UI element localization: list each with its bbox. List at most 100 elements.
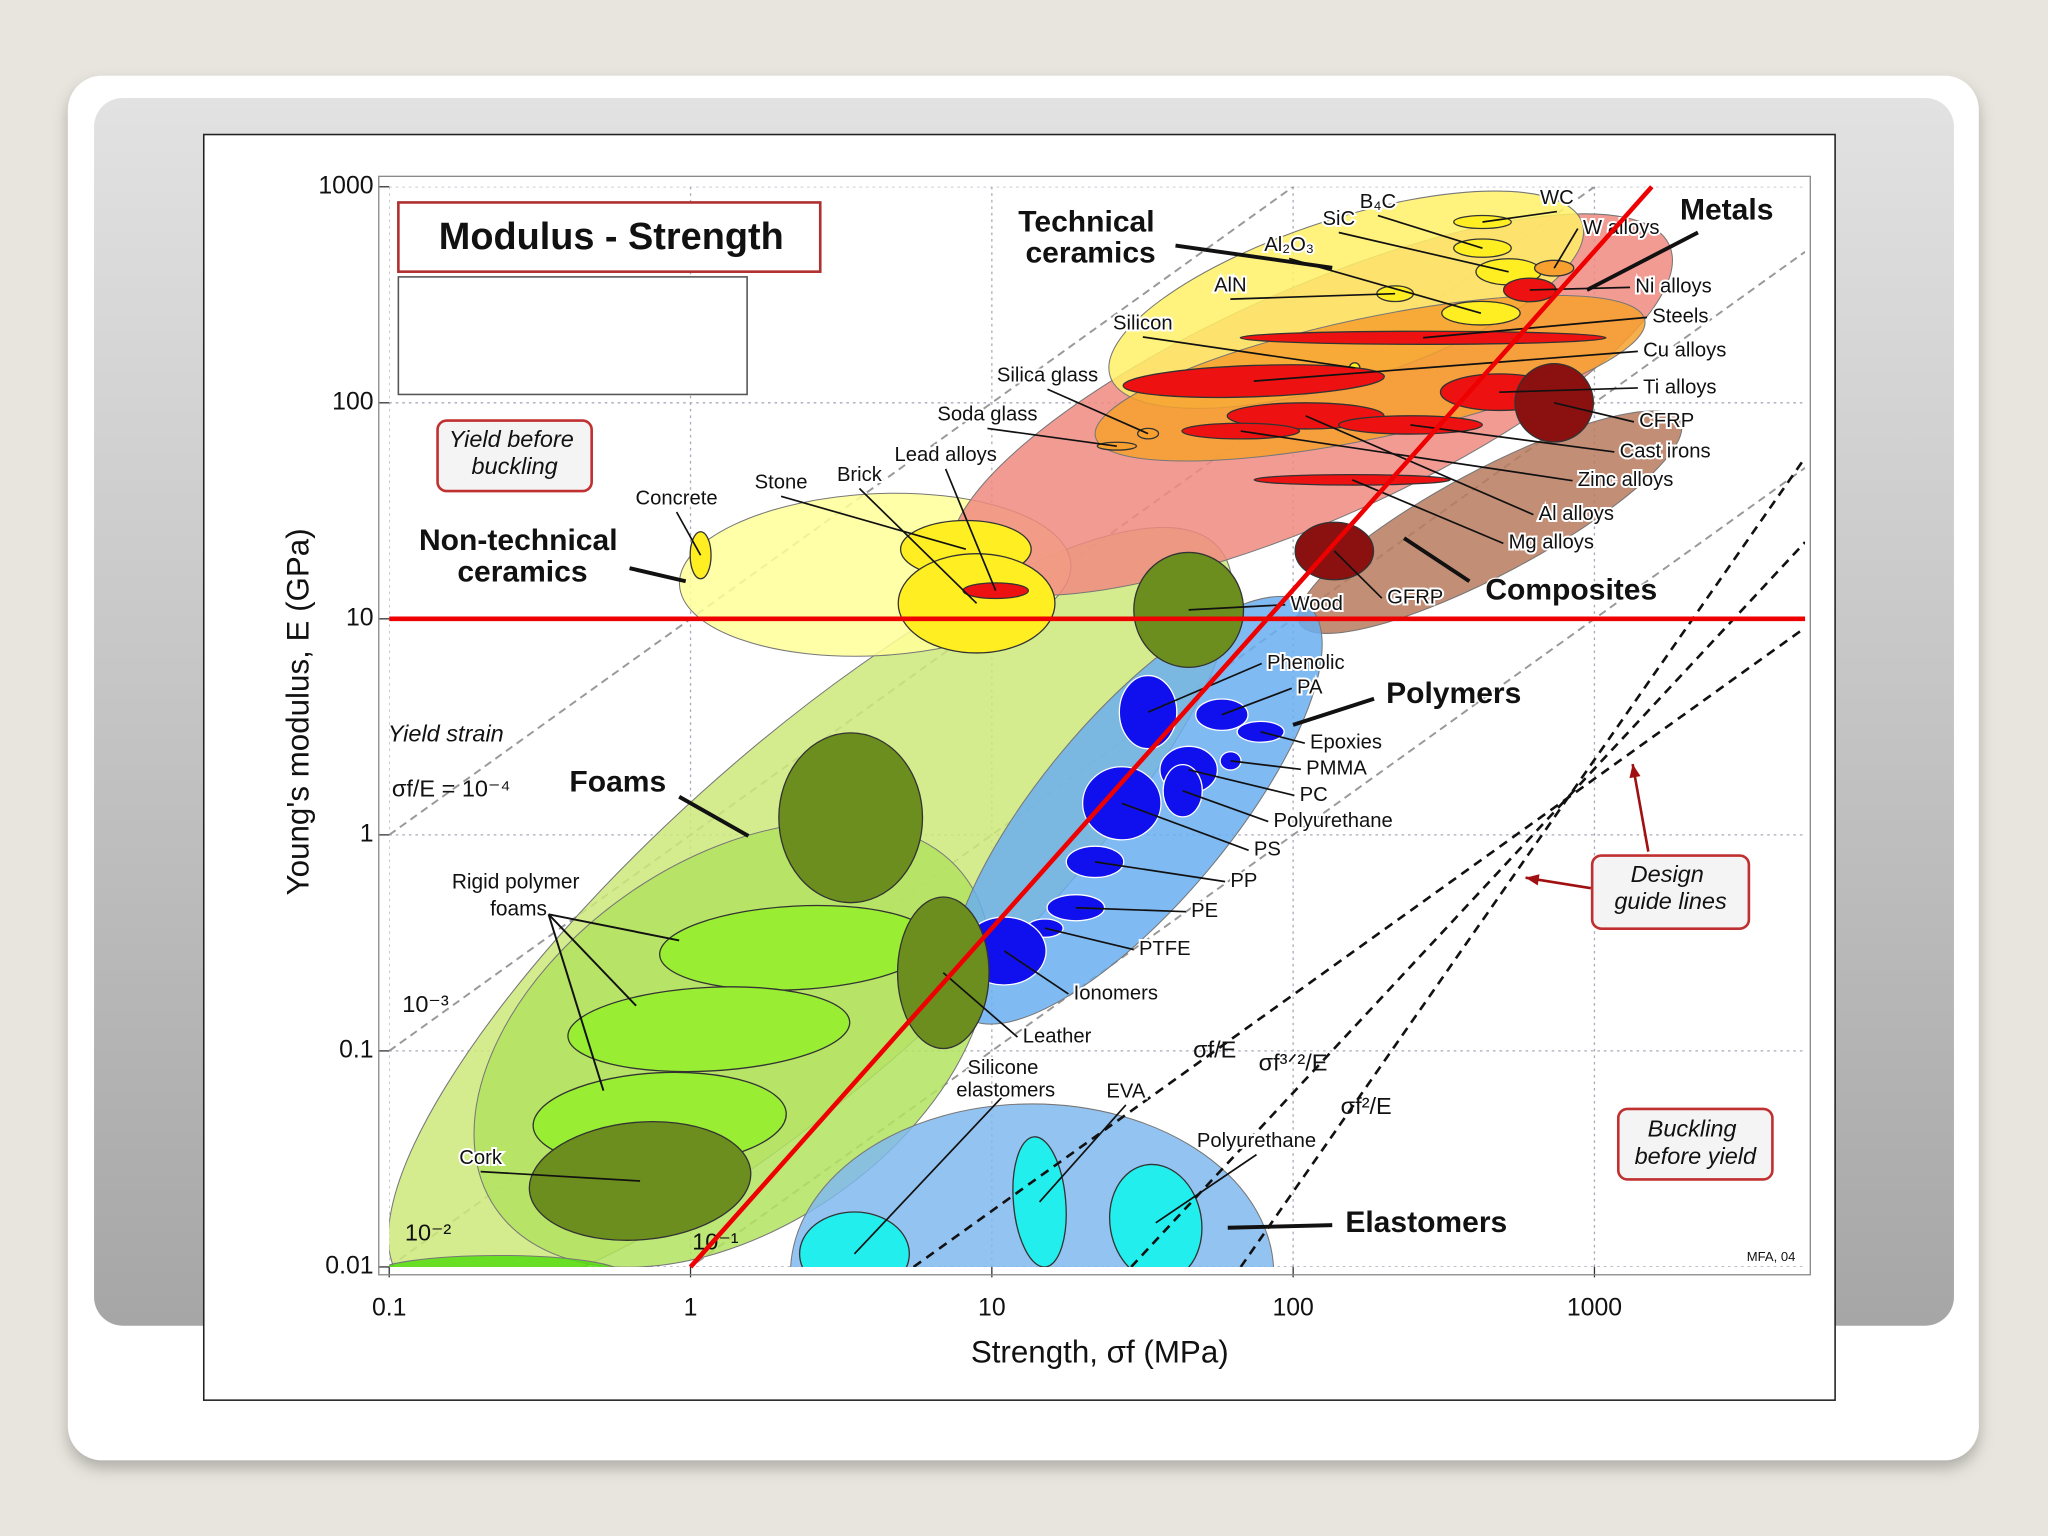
- leader-line: [1403, 536, 1471, 583]
- material-label: Ti alloys: [1643, 376, 1716, 398]
- y-tick-label: 10: [346, 604, 374, 631]
- material-label: Polyurethane: [1197, 1130, 1316, 1152]
- material-bubble: [1133, 551, 1245, 669]
- leader-line: [1253, 350, 1638, 382]
- leader-line: [1221, 687, 1293, 716]
- leader-line: [1305, 415, 1534, 516]
- strain-line: [688, 467, 1806, 1267]
- material-label: Zinc alloys: [1578, 469, 1674, 491]
- leader-line: [1338, 231, 1509, 273]
- design-line: [1239, 456, 1806, 1267]
- material-label: Wood: [1290, 593, 1343, 615]
- plot-area: [389, 186, 1806, 1267]
- material-label: PTFE: [1139, 938, 1191, 960]
- material-label: Al₂O₃: [1264, 234, 1314, 256]
- y-axis-label: Young's modulus, E (GPa): [281, 528, 316, 895]
- leader-line: [547, 913, 637, 1007]
- material-label: PMMA: [1306, 758, 1367, 780]
- design-line-label: σf³ᐟ²/E: [1259, 1050, 1328, 1076]
- leader-line: [1529, 286, 1631, 291]
- leader-line: [1230, 292, 1396, 300]
- leader-line: [1553, 401, 1635, 423]
- leader-line: [1121, 802, 1249, 852]
- x-tick-label: 0.1: [372, 1294, 406, 1321]
- overlay: 0.1 1 10 100 1000 0.01 0.1 1 10 100 1000 σf/E = 10⁻…: [318, 172, 1811, 1321]
- annotation: Buckling before yield: [1635, 1116, 1757, 1169]
- leader-line: [675, 511, 702, 556]
- leader-line: [1240, 430, 1573, 482]
- leader-line: [1423, 316, 1648, 339]
- family-label: Technical ceramics: [1018, 205, 1163, 269]
- annotation-box: [436, 419, 593, 493]
- x-tick-label: 1: [684, 1294, 698, 1321]
- annotation: Design guide lines: [1614, 861, 1727, 914]
- material-label: Silicon: [1113, 312, 1173, 334]
- leader-line: [1003, 950, 1069, 995]
- leader-line: [1175, 243, 1333, 270]
- leader-line: [1155, 1153, 1257, 1224]
- guide-arrow: [1631, 763, 1650, 852]
- leader-line: [1260, 730, 1306, 745]
- notes-box: [397, 276, 748, 396]
- material-label: Phenolic: [1267, 652, 1345, 674]
- family-label: Non-technical ceramics: [419, 524, 626, 588]
- material-label: Silica glass: [997, 365, 1098, 387]
- leader-line: [1038, 1104, 1127, 1203]
- strain-label: 10⁻²: [405, 1219, 452, 1245]
- title-box: [397, 201, 822, 273]
- family-envelope: [389, 1254, 615, 1267]
- material-label: Lead alloys: [894, 444, 996, 466]
- leader-line: [1182, 789, 1269, 823]
- x-tick-label: 10: [978, 1294, 1006, 1321]
- leader-line: [1044, 927, 1134, 951]
- y-tick-label: 0.1: [339, 1036, 373, 1063]
- x-tick-label: 1000: [1567, 1294, 1622, 1321]
- material-label: PA: [1297, 677, 1323, 699]
- leader-line: [858, 487, 978, 604]
- family-label: Elastomers: [1345, 1206, 1507, 1239]
- leader-line: [1333, 550, 1383, 599]
- strain-label: 10⁻³: [402, 991, 449, 1017]
- leader-line: [1075, 906, 1186, 913]
- material-label: SiC: [1322, 208, 1355, 230]
- leader-line: [987, 427, 1117, 447]
- highlight-line: [688, 185, 1654, 1269]
- design-line: [1130, 541, 1806, 1267]
- y-tick-label: 1: [360, 820, 374, 847]
- leader-line: [853, 1092, 1007, 1255]
- material-label: B₄C: [1360, 191, 1396, 213]
- material-label: Soda glass: [937, 404, 1037, 426]
- annotation: Yield before buckling: [449, 426, 581, 479]
- strain-line: [389, 186, 1295, 836]
- leader-line: [547, 913, 605, 1091]
- material-label: CFRP: [1639, 410, 1694, 432]
- leader-line: [629, 566, 687, 584]
- leader-line: [1227, 1223, 1333, 1230]
- design-line: [912, 626, 1806, 1267]
- leader-line: [1188, 769, 1295, 797]
- material-label: Al alloys: [1539, 503, 1614, 525]
- plot-frame: [378, 175, 1811, 1276]
- material-label: Leather: [1023, 1025, 1092, 1047]
- x-axis-label: Strength, σf (MPa): [971, 1335, 1229, 1370]
- material-label: Ionomers: [1074, 982, 1158, 1004]
- annotation-box: [1616, 1107, 1774, 1181]
- material-label: EVA: [1106, 1080, 1145, 1102]
- material-label: GFRP: [1387, 587, 1443, 609]
- leader-line: [480, 1170, 641, 1182]
- material-bubble: [778, 732, 924, 904]
- annotation: Rigid polymer foams: [452, 870, 585, 920]
- material-bubble: [1081, 766, 1162, 841]
- material-label: Brick: [837, 464, 883, 486]
- family-label: Metals: [1680, 194, 1773, 227]
- annotation: Yield strain: [388, 721, 504, 747]
- material-label: Steels: [1652, 306, 1708, 328]
- family-label: Foams: [569, 766, 666, 799]
- leader-line: [678, 795, 750, 838]
- leader-line: [1292, 696, 1375, 727]
- material-label: Cu alloys: [1643, 340, 1726, 362]
- material-label: Mg alloys: [1509, 532, 1594, 554]
- material-label: Concrete: [636, 487, 718, 509]
- annotation: MFA, 04: [1747, 1249, 1796, 1264]
